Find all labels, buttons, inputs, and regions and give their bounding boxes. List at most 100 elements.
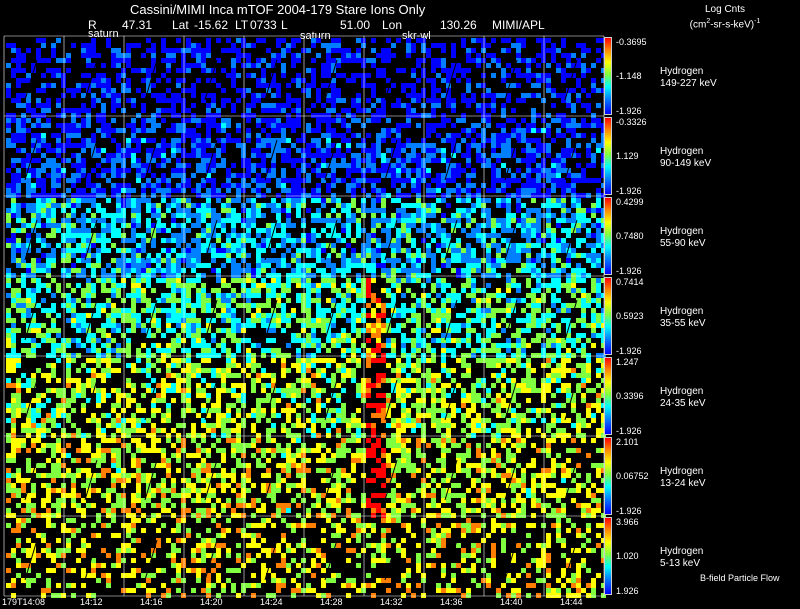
pixel-mark bbox=[331, 208, 336, 213]
pixel-mark bbox=[41, 238, 46, 243]
pixel-mark bbox=[221, 313, 226, 318]
pixel-mark bbox=[251, 208, 256, 213]
pixel-mark bbox=[356, 178, 361, 183]
pixel-mark bbox=[466, 68, 471, 73]
pixel-mark bbox=[151, 318, 156, 323]
pixel-mark bbox=[301, 218, 306, 223]
pixel-mark bbox=[211, 93, 216, 98]
pixel-mark bbox=[216, 328, 221, 333]
pixel-mark bbox=[41, 103, 46, 108]
pixel-mark bbox=[206, 158, 211, 163]
pixel-mark bbox=[271, 293, 276, 298]
pixel-mark bbox=[226, 188, 231, 193]
pixel-mark bbox=[116, 353, 121, 358]
pixel-mark bbox=[91, 218, 96, 223]
pixel-mark bbox=[541, 253, 546, 258]
pixel-mark bbox=[196, 303, 201, 308]
pixel-mark bbox=[536, 148, 541, 153]
pixel-mark bbox=[61, 433, 66, 438]
pixel-mark bbox=[131, 318, 136, 323]
pixel-mark bbox=[326, 53, 331, 58]
pixel-mark bbox=[96, 423, 101, 428]
pixel-mark bbox=[351, 353, 356, 358]
pixel-mark bbox=[136, 288, 141, 293]
pixel-mark bbox=[276, 183, 281, 188]
pixel-mark bbox=[561, 193, 566, 198]
pixel-mark bbox=[241, 328, 246, 333]
pixel-mark bbox=[256, 283, 261, 288]
pixel-mark bbox=[401, 123, 406, 128]
pixel-mark bbox=[381, 273, 386, 278]
pixel-mark bbox=[391, 253, 396, 258]
pixel-mark bbox=[81, 313, 86, 318]
pixel-mark bbox=[226, 178, 231, 183]
pixel-mark bbox=[341, 308, 346, 313]
pixel-mark bbox=[166, 368, 171, 373]
pixel-mark bbox=[261, 283, 266, 288]
heatmap-cell bbox=[186, 38, 246, 118]
pixel-mark bbox=[531, 58, 536, 63]
pixel-mark bbox=[556, 198, 561, 203]
pixel-mark bbox=[421, 253, 426, 258]
pixel-mark bbox=[136, 323, 141, 328]
pixel-mark bbox=[61, 348, 66, 353]
pixel-mark bbox=[496, 158, 501, 163]
pixel-mark bbox=[591, 333, 596, 338]
b-field-flow-line bbox=[444, 219, 458, 261]
pixel-mark bbox=[16, 48, 21, 53]
pixel-mark bbox=[26, 103, 31, 108]
pixel-mark bbox=[456, 68, 461, 73]
pixel-mark bbox=[151, 208, 156, 213]
pixel-mark bbox=[166, 208, 171, 213]
pixel-mark bbox=[531, 263, 536, 268]
pixel-mark bbox=[331, 288, 336, 293]
pixel-mark bbox=[546, 168, 551, 173]
pixel-mark bbox=[526, 173, 531, 178]
pixel-mark bbox=[191, 188, 196, 193]
heatmap-cell bbox=[486, 198, 546, 278]
pixel-mark bbox=[166, 193, 171, 198]
pixel-mark bbox=[236, 213, 241, 218]
pixel-mark bbox=[196, 63, 201, 68]
pixel-mark bbox=[506, 338, 511, 343]
pixel-mark bbox=[86, 123, 91, 128]
pixel-mark bbox=[311, 253, 316, 258]
pixel-mark bbox=[481, 318, 486, 323]
pixel-mark bbox=[336, 213, 341, 218]
pixel-mark bbox=[91, 188, 96, 193]
pixel-mark bbox=[421, 283, 426, 288]
pixel-mark bbox=[196, 148, 201, 153]
pixel-mark bbox=[516, 58, 521, 63]
pixel-mark bbox=[276, 93, 281, 98]
pixel-mark bbox=[561, 283, 566, 288]
pixel-mark bbox=[276, 38, 281, 43]
pixel-mark bbox=[231, 163, 236, 168]
pixel-mark bbox=[391, 293, 396, 298]
pixel-mark bbox=[206, 163, 211, 168]
pixel-mark bbox=[251, 168, 256, 173]
pixel-mark bbox=[191, 133, 196, 138]
pixel-mark bbox=[191, 203, 196, 208]
pixel-mark bbox=[146, 118, 151, 123]
pixel-mark bbox=[236, 348, 241, 353]
pixel-mark bbox=[586, 208, 591, 213]
pixel-mark bbox=[176, 278, 181, 283]
pixel-mark bbox=[121, 218, 126, 223]
pixel-mark bbox=[381, 268, 386, 273]
pixel-mark bbox=[556, 118, 561, 123]
heatmap-cell bbox=[126, 358, 186, 438]
pixel-mark bbox=[151, 398, 156, 403]
pixel-mark bbox=[491, 323, 496, 328]
colorbar-title-sup-b: -1 bbox=[754, 18, 761, 25]
pixel-mark bbox=[326, 223, 331, 228]
pixel-mark bbox=[326, 153, 331, 158]
pixel-mark bbox=[191, 263, 196, 268]
pixel-mark bbox=[6, 328, 11, 333]
pixel-mark bbox=[296, 138, 301, 143]
pixel-mark bbox=[441, 308, 446, 313]
pixel-mark bbox=[21, 148, 26, 153]
pixel-mark bbox=[361, 43, 366, 48]
pixel-mark bbox=[486, 283, 491, 288]
pixel-mark bbox=[586, 228, 591, 233]
pixel-mark bbox=[546, 308, 551, 313]
